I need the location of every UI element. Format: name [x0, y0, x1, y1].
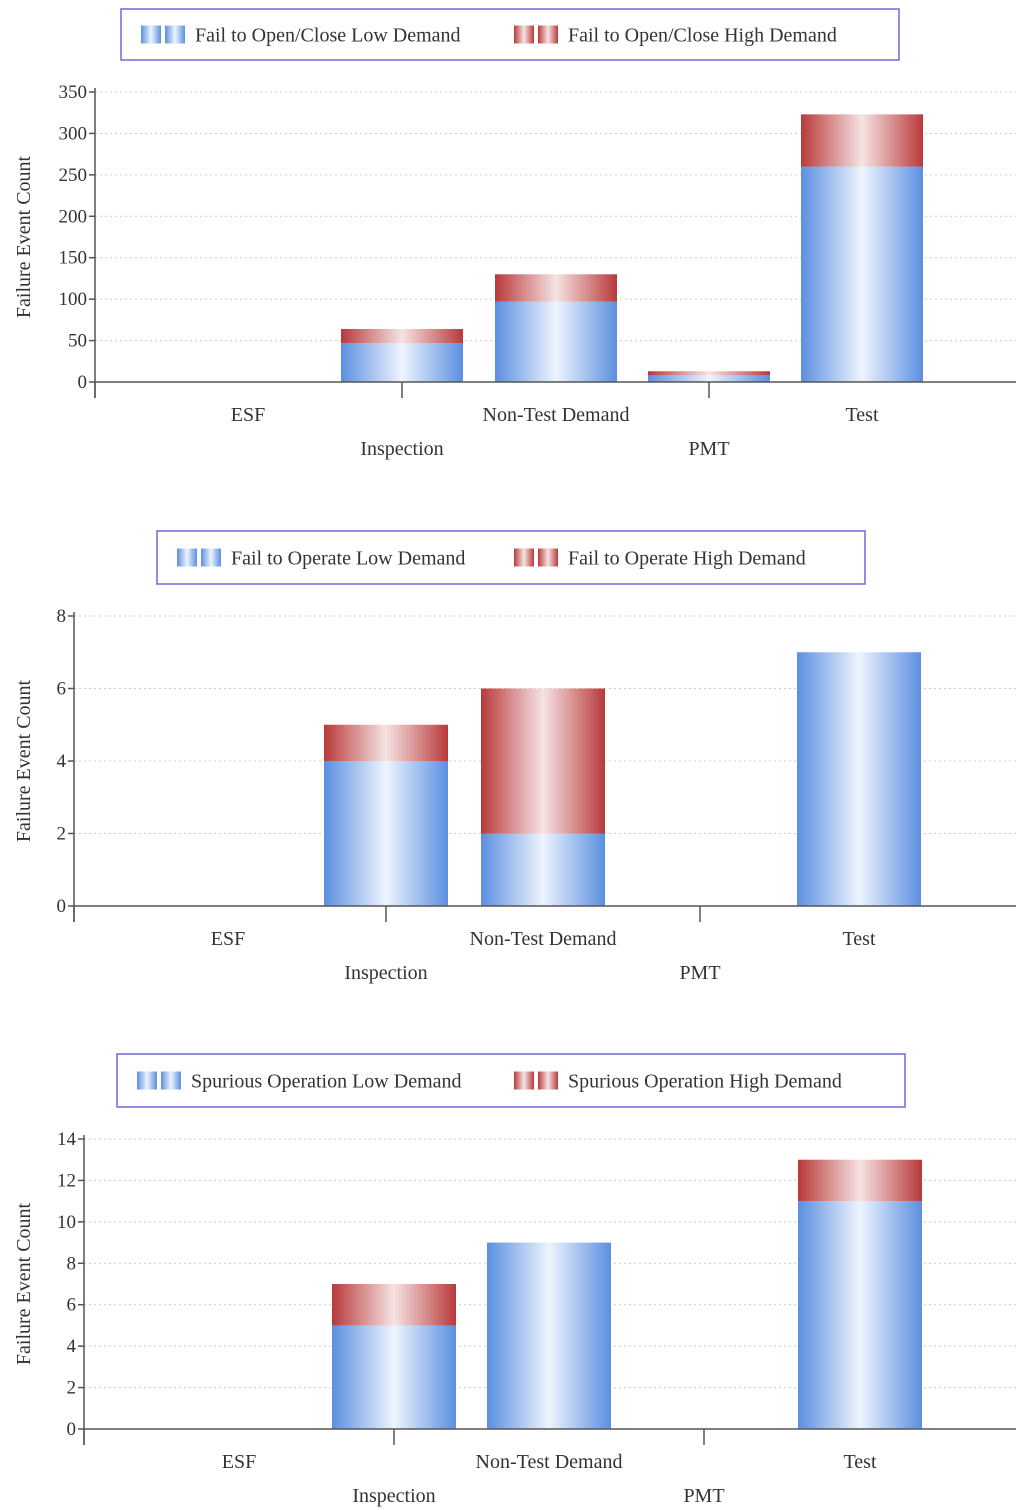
category-label: Test: [845, 404, 878, 426]
bar-low-test: [801, 166, 923, 382]
bar-high-inspection: [341, 328, 463, 344]
y-tick-label: 2: [67, 1378, 77, 1399]
y-tick-label: 8: [67, 1253, 77, 1274]
legend-swatch: [538, 1071, 558, 1090]
y-tick-label: 300: [59, 123, 88, 144]
legend: Fail to Operate Low Demand Fail to Operat…: [156, 530, 866, 585]
category-label: PMT: [688, 438, 729, 460]
y-axis-title: Failure Event Count: [13, 1202, 35, 1365]
y-tick-label: 0: [67, 1419, 77, 1440]
bar-low-non-test-demand: [495, 301, 617, 382]
y-tick-label: 250: [59, 165, 88, 186]
category-label: Non-Test Demand: [483, 404, 630, 426]
bar-low-test: [797, 652, 921, 906]
bar-high-test: [801, 114, 923, 167]
category-label: Non-Test Demand: [470, 928, 617, 950]
legend-swatch: [201, 548, 221, 567]
y-tick-label: 0: [57, 896, 67, 917]
bar-high-inspection: [332, 1284, 456, 1326]
bar-low-pmt: [648, 375, 770, 382]
legend-swatch: [177, 548, 197, 567]
legend-swatch: [141, 25, 161, 44]
chart-2: Fail to Operate Low Demand Fail to Operat…: [13, 530, 1016, 984]
legend-swatch: [538, 548, 558, 567]
y-tick-label: 150: [59, 248, 88, 269]
bar-high-inspection: [324, 724, 448, 761]
legend-box: [120, 8, 900, 61]
category-label: Test: [842, 928, 875, 950]
legend-swatch: [514, 548, 534, 567]
y-tick-label: 14: [57, 1129, 77, 1150]
legend: Spurious Operation Low Demand Spurious Op…: [116, 1053, 906, 1108]
y-tick-label: 6: [57, 679, 67, 700]
category-label: Test: [843, 1451, 876, 1473]
bar-high-non-test-demand: [495, 274, 617, 302]
legend-swatch: [165, 25, 185, 44]
category-label: PMT: [683, 1485, 724, 1507]
category-label: ESF: [231, 404, 265, 426]
legend-label: Fail to Open/Close Low Demand: [195, 25, 461, 47]
y-tick-label: 4: [67, 1336, 77, 1357]
y-tick-label: 8: [57, 606, 67, 627]
category-label: Inspection: [352, 1485, 435, 1507]
legend-box: [116, 1053, 906, 1108]
bar-low-non-test-demand: [481, 833, 605, 906]
legend-label: Fail to Operate Low Demand: [231, 548, 465, 570]
chart-1: Fail to Open/Close Low Demand Fail to Ope…: [13, 8, 1016, 460]
bar-low-non-test-demand: [487, 1242, 611, 1429]
legend-swatch: [161, 1071, 181, 1090]
y-tick-label: 100: [59, 289, 88, 310]
legend: Fail to Open/Close Low Demand Fail to Ope…: [120, 8, 900, 61]
y-tick-label: 50: [68, 331, 87, 352]
category-label: Non-Test Demand: [476, 1451, 623, 1473]
y-tick-label: 12: [57, 1170, 76, 1191]
y-tick-label: 200: [59, 206, 88, 227]
legend-box: [156, 530, 866, 585]
category-label: ESF: [222, 1451, 256, 1473]
legend-swatch: [514, 25, 534, 44]
y-axis-title: Failure Event Count: [13, 679, 35, 842]
y-tick-label: 0: [78, 372, 88, 393]
bar-low-inspection: [341, 343, 463, 382]
bar-high-test: [798, 1159, 922, 1202]
y-tick-label: 6: [67, 1295, 77, 1316]
category-label: PMT: [679, 962, 720, 984]
legend-swatch: [514, 1071, 534, 1090]
y-axis-title: Failure Event Count: [13, 155, 35, 318]
legend-swatch: [137, 1071, 157, 1090]
bar-low-test: [798, 1201, 922, 1429]
legend-label: Spurious Operation High Demand: [568, 1071, 842, 1093]
y-tick-label: 10: [57, 1212, 76, 1233]
bar-high-non-test-demand: [481, 688, 605, 834]
chart-3: Spurious Operation Low Demand Spurious Op…: [13, 1053, 1016, 1507]
category-label: ESF: [211, 928, 245, 950]
bar-low-inspection: [324, 761, 448, 906]
y-tick-label: 4: [57, 751, 67, 772]
legend-label: Spurious Operation Low Demand: [191, 1071, 462, 1093]
category-label: Inspection: [344, 962, 427, 984]
y-tick-label: 2: [57, 824, 67, 845]
bar-high-pmt: [648, 371, 770, 376]
legend-label: Fail to Operate High Demand: [568, 548, 806, 570]
legend-label: Fail to Open/Close High Demand: [568, 25, 837, 47]
legend-swatch: [538, 25, 558, 44]
bar-low-inspection: [332, 1325, 456, 1429]
y-tick-label: 350: [59, 82, 88, 103]
category-label: Inspection: [360, 438, 443, 460]
